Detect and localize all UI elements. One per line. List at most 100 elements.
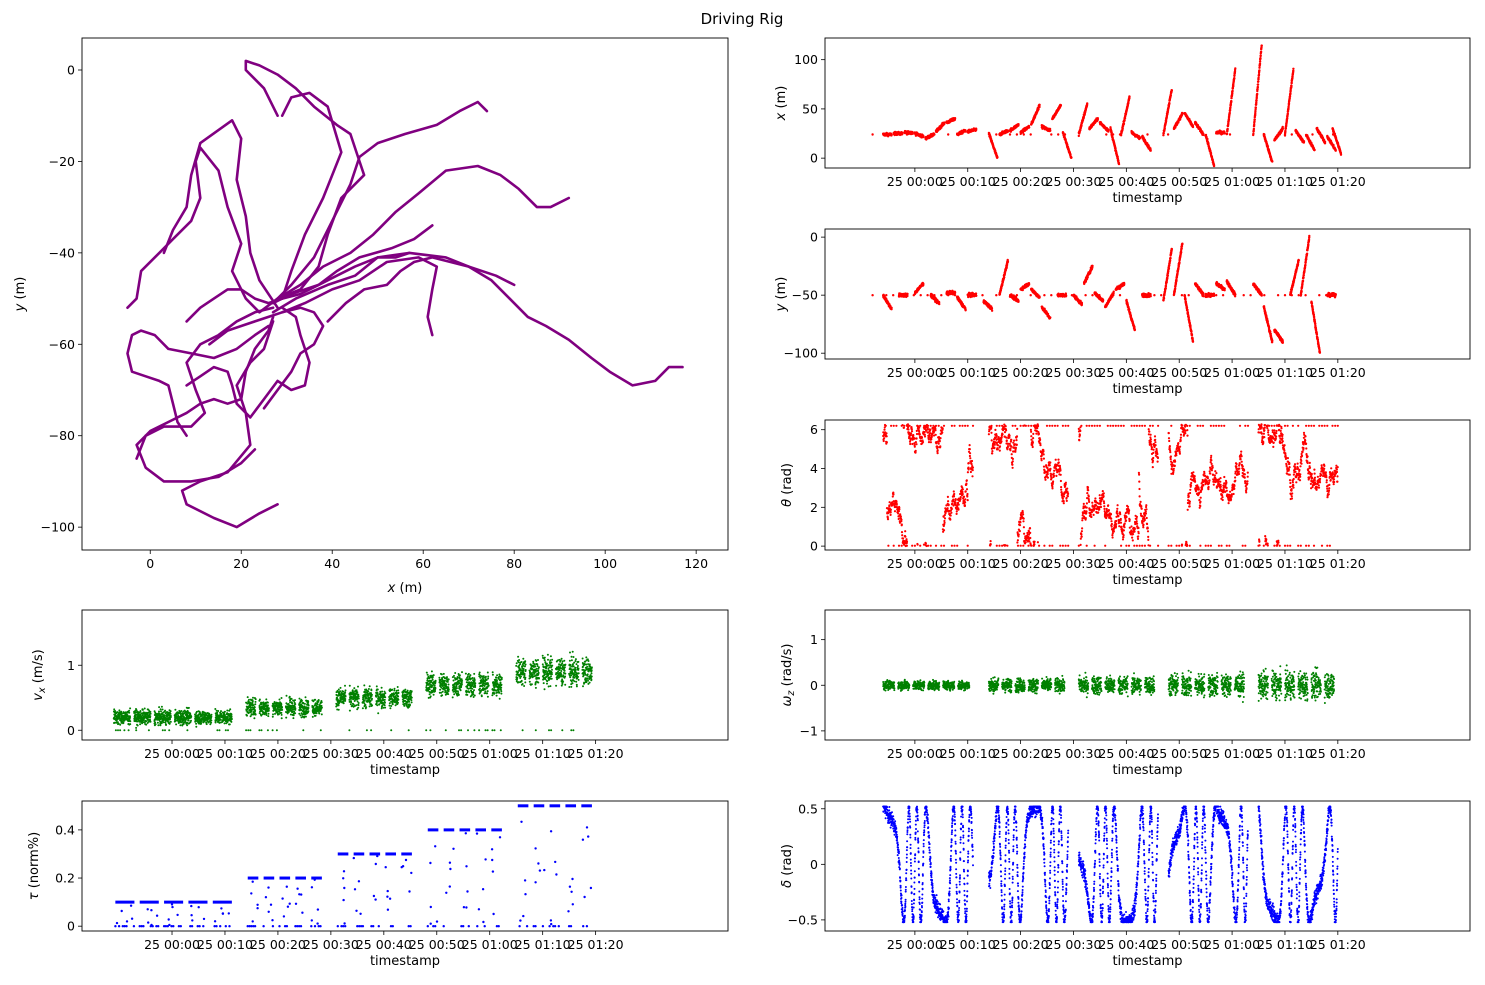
x-data-point <box>933 133 936 136</box>
x-data-point <box>1256 92 1259 96</box>
x-tick-label: 120 <box>684 556 708 571</box>
y-data-point <box>1168 259 1172 262</box>
x-data-point <box>1297 133 1300 136</box>
y-data-point <box>1080 301 1084 305</box>
y-tick-label: 0 <box>67 63 75 78</box>
x-data-point <box>1286 112 1290 115</box>
y-data-point <box>1189 324 1192 327</box>
x-tick-label: 25 01:10 <box>1257 174 1313 189</box>
x-data-point <box>964 130 967 133</box>
x-data-point <box>1255 98 1258 102</box>
x-data-point <box>1116 155 1119 159</box>
x-data-point <box>1107 130 1110 133</box>
x-data-point <box>1163 127 1166 130</box>
y-tick-label: 100 <box>794 52 818 67</box>
y-data-point <box>1262 305 1266 308</box>
y-data-point <box>1180 251 1183 254</box>
x-data-point <box>1253 118 1256 121</box>
x-data-point <box>1128 95 1131 99</box>
x-data-point <box>1339 153 1343 156</box>
x-data-point <box>1080 124 1083 127</box>
y-data-point <box>1038 296 1041 299</box>
x-data-point <box>1049 129 1052 132</box>
x-data-point <box>988 133 991 136</box>
x-data-point <box>919 133 922 136</box>
x-data-point <box>1212 164 1216 168</box>
x-data-point <box>1334 149 1337 152</box>
y-data-point <box>1091 264 1094 268</box>
x-data-point <box>1050 133 1053 136</box>
x-data-point <box>1070 156 1073 159</box>
x-data-point <box>1211 158 1215 162</box>
x-data-point <box>1281 127 1285 130</box>
y-data-point <box>1266 320 1269 323</box>
y-data-point <box>1027 283 1031 286</box>
x-tick-label: 80 <box>506 556 522 571</box>
y-data-point <box>1149 295 1152 298</box>
x-data-point <box>1252 132 1255 135</box>
plot-area <box>871 44 1343 168</box>
x-data-point <box>1260 44 1263 47</box>
x-data-point <box>1122 122 1126 126</box>
y-data-point <box>1006 260 1010 263</box>
y-tick-label: −60 <box>49 337 75 352</box>
y-data-point <box>1125 298 1128 302</box>
x-data-point <box>1287 102 1291 106</box>
y-axis-label: y (m) <box>13 277 28 313</box>
x-data-point <box>1105 133 1108 136</box>
y-tick-label: −40 <box>49 245 75 260</box>
x-data-point <box>1311 133 1314 136</box>
y-data-point <box>1112 290 1115 293</box>
x-data-point <box>943 121 946 124</box>
trajectory-path <box>135 306 275 460</box>
trajectory-path <box>126 324 270 437</box>
x-data-point <box>1228 133 1232 136</box>
trajectory-path <box>185 251 411 323</box>
trajectory-path <box>276 164 571 300</box>
x-data-point <box>1038 105 1041 109</box>
trajectory-path <box>280 256 439 337</box>
x-data-point <box>1059 103 1063 107</box>
trajectory-path <box>280 91 343 300</box>
y-data-point <box>1003 276 1006 279</box>
x-data-point <box>1162 132 1165 135</box>
x-data-point <box>922 135 925 139</box>
x-data-point <box>1146 133 1149 136</box>
trajectory-path <box>185 306 311 419</box>
x-data-point <box>1284 129 1287 133</box>
x-data-point <box>1285 124 1288 128</box>
x-tick-label: 25 00:40 <box>1098 174 1154 189</box>
x-data-point <box>1149 149 1152 152</box>
y-data-point <box>1267 326 1271 329</box>
x-tick-label: 25 01:20 <box>1310 174 1366 189</box>
y-data-point <box>974 292 978 295</box>
x-data-point <box>1169 94 1173 97</box>
x-data-point <box>1263 133 1266 136</box>
x-data-point <box>1257 76 1260 80</box>
x-data-point <box>1168 102 1171 105</box>
trajectory-path <box>326 256 516 323</box>
x-data-point <box>1255 95 1259 99</box>
x-axis-label: timestamp <box>1112 191 1182 206</box>
x-data-point <box>1290 81 1293 85</box>
y-data-point <box>1191 340 1195 343</box>
y-tick-label: −80 <box>49 428 75 443</box>
y-data-point <box>1191 337 1194 340</box>
y-data-point <box>953 291 957 294</box>
x-data-point <box>947 133 950 136</box>
y-data-point <box>990 309 994 312</box>
x-data-point <box>1069 153 1072 156</box>
x-tick-label: 40 <box>324 556 340 571</box>
x-data-point <box>1258 69 1261 72</box>
y-data-point <box>1166 274 1170 277</box>
x-data-point <box>1206 137 1209 141</box>
y-data-point <box>1167 270 1170 273</box>
x-data-point <box>1333 132 1337 136</box>
x-data-point <box>1258 66 1261 69</box>
x-data-point <box>1286 116 1289 120</box>
x-data-point <box>1259 54 1262 57</box>
x-data-point <box>1022 133 1025 136</box>
